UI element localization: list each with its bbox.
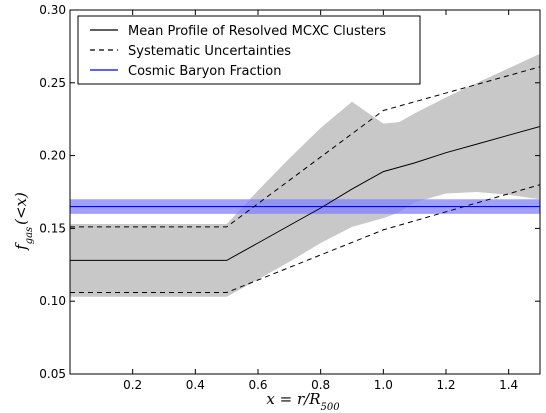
legend-box	[77, 15, 421, 85]
y-tick-label: 0.30	[39, 3, 66, 17]
y-tick-label: 0.10	[39, 294, 66, 308]
legend-entry: Systematic Uncertainties	[128, 44, 291, 59]
systematic-upper-line	[70, 66, 540, 228]
plot-area	[70, 53, 540, 297]
y-tick-label: 0.15	[39, 221, 66, 235]
legend-entry: Cosmic Baryon Fraction	[128, 64, 282, 79]
axis-labels: x = r/R500 fgas(<x)	[12, 192, 340, 413]
y-tick-label: 0.25	[39, 76, 66, 90]
plot-frame	[69, 9, 541, 375]
uncertainty-band	[70, 53, 540, 297]
y-axis-label: fgas(<x)	[12, 192, 35, 251]
axes: 0.2 0.4 0.6 0.8 1.0 1.2 1.4 0.05 0.10 0.15 0.20 0.2…	[39, 3, 541, 392]
x-tick-label: 1.0	[374, 378, 393, 392]
mean-profile-line	[70, 126, 540, 261]
x-tick-label: 0.8	[311, 378, 330, 392]
legend: Mean Profile of Resolved MCXC Clusters Sy…	[77, 15, 421, 85]
x-tick-label: 1.2	[436, 378, 455, 392]
x-axis-label: x = r/R500	[266, 390, 340, 413]
legend-entry: Mean Profile of Resolved MCXC Clusters	[128, 24, 386, 39]
systematic-lower-line	[70, 184, 540, 293]
plot-content	[70, 53, 540, 297]
x-tick-label: 0.6	[248, 378, 267, 392]
x-tick-label: 0.4	[186, 378, 205, 392]
x-tick-label: 0.2	[123, 378, 142, 392]
y-tick-label: 0.20	[39, 149, 66, 163]
x-tick-label: 1.4	[499, 378, 518, 392]
y-tick-label: 0.05	[39, 367, 66, 381]
